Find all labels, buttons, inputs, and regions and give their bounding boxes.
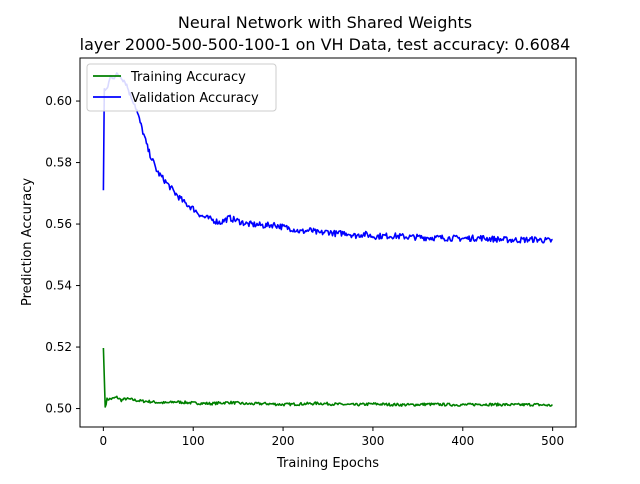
legend-box: [86, 63, 277, 112]
chart-subtitle: layer 2000-500-500-100-1 on VH Data, tes…: [80, 35, 571, 54]
x-tick-label: 400: [451, 434, 474, 448]
y-tick-label: 0.52: [45, 340, 72, 354]
y-tick-label: 0.50: [45, 402, 72, 416]
series-line-2: [102, 72, 553, 244]
x-tick-label: 300: [361, 434, 384, 448]
y-axis-label: Prediction Accuracy: [20, 178, 35, 306]
legend-label-2: Validation Accuracy: [131, 91, 259, 106]
chart-title: Neural Network with Shared Weights: [178, 13, 472, 32]
y-tick-label: 0.54: [45, 279, 72, 293]
series-layer: [102, 72, 553, 408]
y-tick-label: 0.56: [45, 217, 72, 231]
x-tick-label: 500: [541, 434, 564, 448]
legend: Training Accuracy Validation Accuracy: [86, 63, 277, 112]
x-axis-label: Training Epochs: [276, 456, 379, 471]
x-tick-label: 200: [272, 434, 295, 448]
legend-label-1: Training Accuracy: [130, 70, 246, 85]
x-tick-label: 0: [100, 434, 108, 448]
y-tick-label: 0.58: [45, 156, 72, 170]
ticks-layer: 0 100 200 300 400 500 0.50 0.52 0.54 0.56 0.58 0.60: [45, 94, 564, 448]
series-line-1: [102, 347, 553, 408]
axes-frame: [79, 57, 577, 428]
x-tick-label: 100: [182, 434, 205, 448]
y-tick-label: 0.60: [45, 94, 72, 108]
